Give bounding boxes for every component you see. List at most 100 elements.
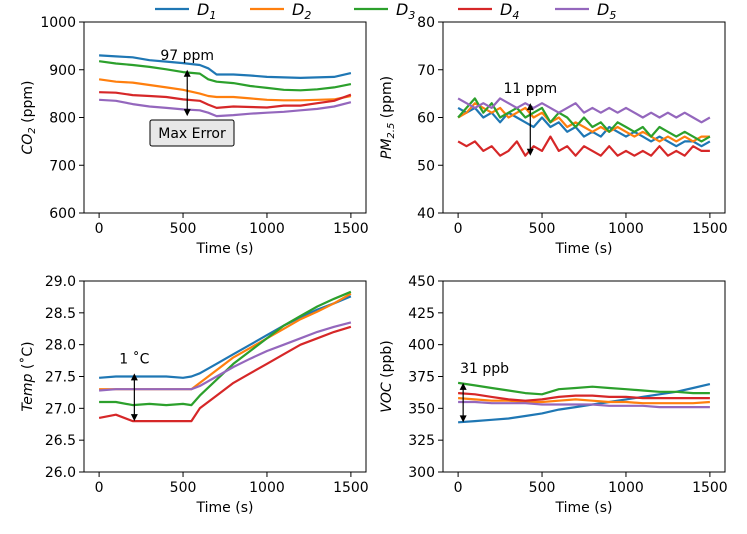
y-tick-label: 50 [417, 158, 435, 174]
series-line-d3 [98, 60, 352, 92]
x-tick-label: 1500 [333, 480, 369, 496]
max-error-box [149, 119, 235, 147]
x-tick-label: 0 [454, 480, 463, 496]
max-error-annotation: 1 ˚C [119, 350, 150, 422]
chart-co2: 0 500 1000 1500 600 700 800 900 1000 Time (s) CO2 … [20, 15, 369, 257]
plot-frame [83, 21, 367, 214]
series-line-d2 [98, 78, 352, 102]
legend-label-base: D [396, 0, 408, 19]
series-line-d5 [99, 321, 352, 392]
annotation-label: 11 ppm [503, 81, 557, 97]
y-axis-label-base: VOC [379, 382, 395, 413]
y-axis-label-unit: (ppb) [379, 340, 395, 382]
series-line-d4 [99, 91, 352, 110]
x-axis-label: Time (s) [196, 500, 254, 516]
legend-entry-d4: D4 [458, 0, 519, 22]
y-tick-label: 700 [49, 158, 76, 174]
y-axis-label-unit: (ppm) [379, 76, 395, 123]
x-tick-label: 1500 [333, 221, 369, 237]
series-line-d5 [457, 97, 711, 124]
series-line-d5 [99, 98, 352, 118]
annotation-arrowhead-up [183, 69, 191, 77]
y-tick-label: 27.0 [45, 401, 76, 417]
y-tick-label: 28.0 [45, 338, 76, 354]
y-axis-label-unit: (ppm) [20, 81, 36, 128]
legend-entry-d2: D2 [250, 0, 311, 22]
y-tick-label: 450 [408, 274, 435, 290]
y-axis-label: PM2.5 (ppm) [379, 76, 397, 159]
series-line-d4 [98, 325, 352, 423]
legend-label-sub: 2 [304, 9, 311, 22]
legend-label-base: D [292, 0, 304, 19]
series-line-d5 [458, 400, 710, 409]
legend-label: D3 [396, 0, 415, 22]
annotation-arrowhead-down [526, 148, 534, 156]
series-line-d4 [458, 392, 710, 402]
x-tick-label: 0 [454, 221, 463, 237]
series-line-d3 [99, 290, 352, 407]
y-tick-label: 325 [408, 433, 435, 449]
annotation-arrowhead-down [459, 415, 467, 423]
x-tick-label: 500 [170, 221, 197, 237]
x-axis-label: Time (s) [196, 241, 254, 257]
x-tick-label: 500 [529, 480, 556, 496]
y-axis-label-sub: 2.5 [386, 123, 397, 139]
y-tick-label: 350 [408, 401, 435, 417]
annotation-arrowhead-down [183, 109, 191, 117]
y-tick-label: 600 [49, 206, 76, 222]
legend-entry-d5: D5 [555, 0, 616, 22]
legend-entry-d1: D1 [155, 0, 216, 22]
legend-entry-d3: D3 [354, 0, 415, 22]
annotation-arrowhead-up [459, 382, 467, 390]
x-tick-label: 0 [95, 221, 104, 237]
annotation-arrowhead-down [130, 414, 138, 422]
x-tick-label: 1500 [692, 480, 728, 496]
legend-label-base: D [197, 0, 209, 19]
series-line-d4 [457, 135, 710, 157]
x-tick-label: 500 [529, 221, 556, 237]
y-axis-label-unit: (˚C) [19, 341, 36, 373]
y-axis-label-sub: 2 [27, 127, 38, 133]
y-tick-label: 900 [49, 63, 76, 79]
x-tick-label: 1000 [608, 480, 644, 496]
legend-label-sub: 4 [512, 9, 519, 22]
x-tick-label: 0 [95, 480, 104, 496]
series-line-d3 [457, 381, 710, 396]
max-error-box-label: Max Error [158, 126, 226, 142]
chart-voc: 0 500 1000 1500 300 325 350 375 400 425 450 Time (s… [379, 274, 728, 516]
legend-label-sub: 5 [609, 9, 616, 22]
y-axis-label-base: PM [379, 139, 395, 160]
x-tick-label: 1000 [249, 480, 285, 496]
y-tick-label: 29.0 [45, 274, 76, 290]
series-line-d3 [457, 97, 711, 143]
series-line-d2 [458, 397, 710, 405]
x-axis-label: Time (s) [555, 241, 613, 257]
legend-label-base: D [500, 0, 512, 19]
y-axis-label: VOC (ppb) [379, 340, 395, 412]
x-tick-label: 1000 [608, 221, 644, 237]
chart-temp: 0 500 1000 1500 26.0 26.5 27.0 27.5 28.0 28.5 29.0… [19, 274, 369, 516]
series-line-d1 [458, 383, 711, 424]
y-tick-label: 26.0 [45, 465, 76, 481]
y-tick-label: 28.5 [45, 306, 76, 322]
legend: D1 D2 D3 D4 D5 [155, 0, 616, 22]
y-tick-label: 1000 [40, 15, 76, 31]
y-axis-label: Temp (˚C) [19, 341, 36, 411]
max-error-annotation: 97 ppm [160, 48, 214, 117]
y-tick-label: 80 [417, 15, 435, 31]
legend-label: D5 [597, 0, 616, 22]
annotation-label: 1 ˚C [119, 350, 149, 367]
y-tick-label: 27.5 [45, 370, 76, 386]
series-line-d2 [457, 102, 710, 143]
legend-label-sub: 3 [408, 9, 415, 22]
legend-label: D4 [500, 0, 519, 22]
y-tick-label: 300 [408, 465, 435, 481]
y-axis-label: CO2 (ppm) [20, 81, 38, 155]
y-tick-label: 800 [49, 111, 76, 127]
annotation-arrowhead-up [130, 373, 138, 381]
max-error-annotation: 31 ppb [459, 361, 509, 423]
y-tick-label: 425 [408, 306, 435, 322]
y-tick-label: 40 [417, 206, 435, 222]
legend-label-sub: 1 [209, 9, 216, 22]
